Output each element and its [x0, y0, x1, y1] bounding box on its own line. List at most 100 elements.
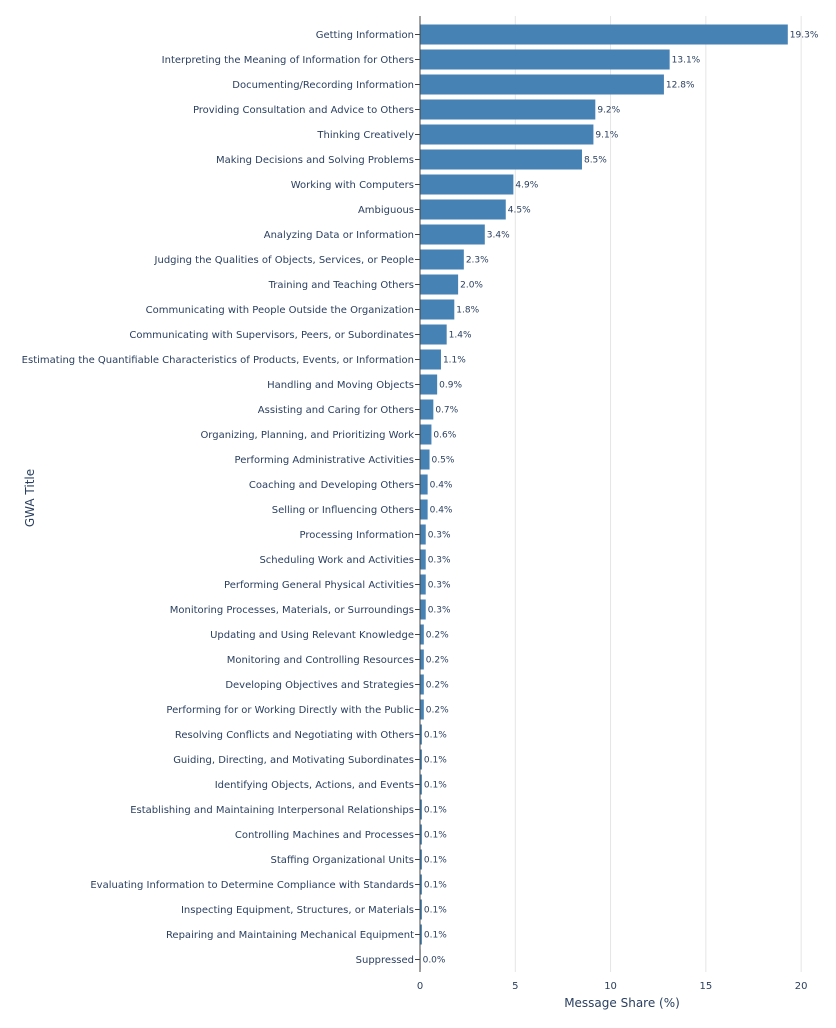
category-label-37: Suppressed	[356, 955, 414, 966]
bar-24	[420, 624, 424, 645]
category-label-19: Selling or Influencing Others	[272, 505, 414, 516]
value-label-27: 0.2%	[426, 706, 449, 716]
x-tick-label-20: 20	[795, 981, 808, 992]
value-label-29: 0.1%	[424, 756, 447, 766]
category-label-8: Analyzing Data or Information	[264, 230, 414, 241]
bars	[420, 24, 788, 970]
bar-7	[420, 199, 506, 220]
bar-1	[420, 49, 670, 70]
bar-6	[420, 174, 514, 195]
x-tick-label-10: 10	[604, 981, 617, 992]
category-label-22: Performing General Physical Activities	[224, 580, 414, 591]
labels: 0 5 10 15 20 Getting Information 19.3% Interpre…	[22, 30, 819, 992]
bar-11	[420, 299, 455, 320]
value-label-1: 13.1%	[672, 56, 701, 66]
category-label-7: Ambiguous	[358, 205, 414, 216]
bar-3	[420, 99, 596, 120]
x-tick-label-5: 5	[512, 981, 518, 992]
category-label-24: Updating and Using Relevant Knowledge	[210, 630, 414, 641]
bar-9	[420, 249, 464, 270]
value-label-11: 1.8%	[456, 306, 479, 316]
value-label-32: 0.1%	[424, 831, 447, 841]
category-label-33: Staffing Organizational Units	[270, 855, 414, 866]
category-label-13: Estimating the Quantifiable Characterist…	[22, 355, 414, 366]
value-label-30: 0.1%	[424, 781, 447, 791]
value-label-13: 1.1%	[443, 356, 466, 366]
value-label-6: 4.9%	[515, 181, 538, 191]
bar-35	[420, 899, 422, 920]
category-label-30: Identifying Objects, Actions, and Events	[215, 780, 414, 791]
value-label-25: 0.2%	[426, 656, 449, 666]
category-label-9: Judging the Qualities of Objects, Servic…	[154, 255, 414, 266]
bar-31	[420, 799, 422, 820]
x-tick-label-0: 0	[417, 981, 423, 992]
y-axis-title: GWA Title	[23, 469, 37, 527]
value-label-21: 0.3%	[428, 556, 451, 566]
category-label-36: Repairing and Maintaining Mechanical Equ…	[166, 930, 414, 941]
category-label-31: Establishing and Maintaining Interperson…	[130, 805, 414, 816]
bar-32	[420, 824, 422, 845]
category-label-0: Getting Information	[316, 30, 414, 41]
category-label-27: Performing for or Working Directly with …	[166, 705, 414, 716]
category-label-11: Communicating with People Outside the Or…	[146, 305, 414, 316]
category-label-35: Inspecting Equipment, Structures, or Mat…	[181, 905, 414, 916]
value-label-10: 2.0%	[460, 281, 483, 291]
value-label-5: 8.5%	[584, 156, 607, 166]
bar-10	[420, 274, 459, 295]
bar-19	[420, 499, 428, 520]
category-label-32: Controlling Machines and Processes	[235, 830, 414, 841]
value-label-24: 0.2%	[426, 631, 449, 641]
bar-28	[420, 724, 422, 745]
category-label-3: Providing Consultation and Advice to Oth…	[193, 105, 414, 116]
bar-21	[420, 549, 426, 570]
category-label-25: Monitoring and Controlling Resources	[227, 655, 414, 666]
bar-13	[420, 349, 441, 370]
value-label-2: 12.8%	[666, 81, 695, 91]
category-label-15: Assisting and Caring for Others	[258, 405, 414, 416]
value-label-33: 0.1%	[424, 856, 447, 866]
value-label-34: 0.1%	[424, 881, 447, 891]
bar-29	[420, 749, 422, 770]
bar-26	[420, 674, 424, 695]
axes	[415, 16, 421, 972]
value-label-19: 0.4%	[430, 506, 453, 516]
value-label-26: 0.2%	[426, 681, 449, 691]
bar-17	[420, 449, 430, 470]
value-label-20: 0.3%	[428, 531, 451, 541]
category-label-16: Organizing, Planning, and Prioritizing W…	[200, 430, 414, 441]
category-label-17: Performing Administrative Activities	[235, 455, 414, 466]
category-label-29: Guiding, Directing, and Motivating Subor…	[173, 755, 414, 766]
category-label-28: Resolving Conflicts and Negotiating with…	[175, 730, 414, 741]
value-label-0: 19.3%	[790, 31, 819, 41]
value-label-7: 4.5%	[508, 206, 531, 216]
bar-18	[420, 474, 428, 495]
bar-4	[420, 124, 594, 145]
value-label-35: 0.1%	[424, 906, 447, 916]
category-label-14: Handling and Moving Objects	[267, 380, 414, 391]
category-label-6: Working with Computers	[291, 180, 414, 191]
value-label-31: 0.1%	[424, 806, 447, 816]
category-label-18: Coaching and Developing Others	[249, 480, 414, 491]
category-label-21: Scheduling Work and Activities	[259, 555, 414, 566]
value-label-14: 0.9%	[439, 381, 462, 391]
bar-34	[420, 874, 422, 895]
gridlines	[514, 16, 802, 972]
value-label-8: 3.4%	[487, 231, 510, 241]
category-label-12: Communicating with Supervisors, Peers, o…	[129, 330, 414, 341]
category-label-34: Evaluating Information to Determine Comp…	[90, 880, 414, 891]
category-label-26: Developing Objectives and Strategies	[225, 680, 414, 691]
value-label-3: 9.2%	[597, 106, 620, 116]
value-label-28: 0.1%	[424, 731, 447, 741]
bar-8	[420, 224, 485, 245]
bar-23	[420, 599, 426, 620]
bar-2	[420, 74, 664, 95]
x-tick-label-15: 15	[699, 981, 712, 992]
bar-25	[420, 649, 424, 670]
value-label-16: 0.6%	[433, 431, 456, 441]
category-label-23: Monitoring Processes, Materials, or Surr…	[170, 605, 414, 616]
value-label-4: 9.1%	[595, 131, 618, 141]
value-label-36: 0.1%	[424, 931, 447, 941]
bar-15	[420, 399, 434, 420]
